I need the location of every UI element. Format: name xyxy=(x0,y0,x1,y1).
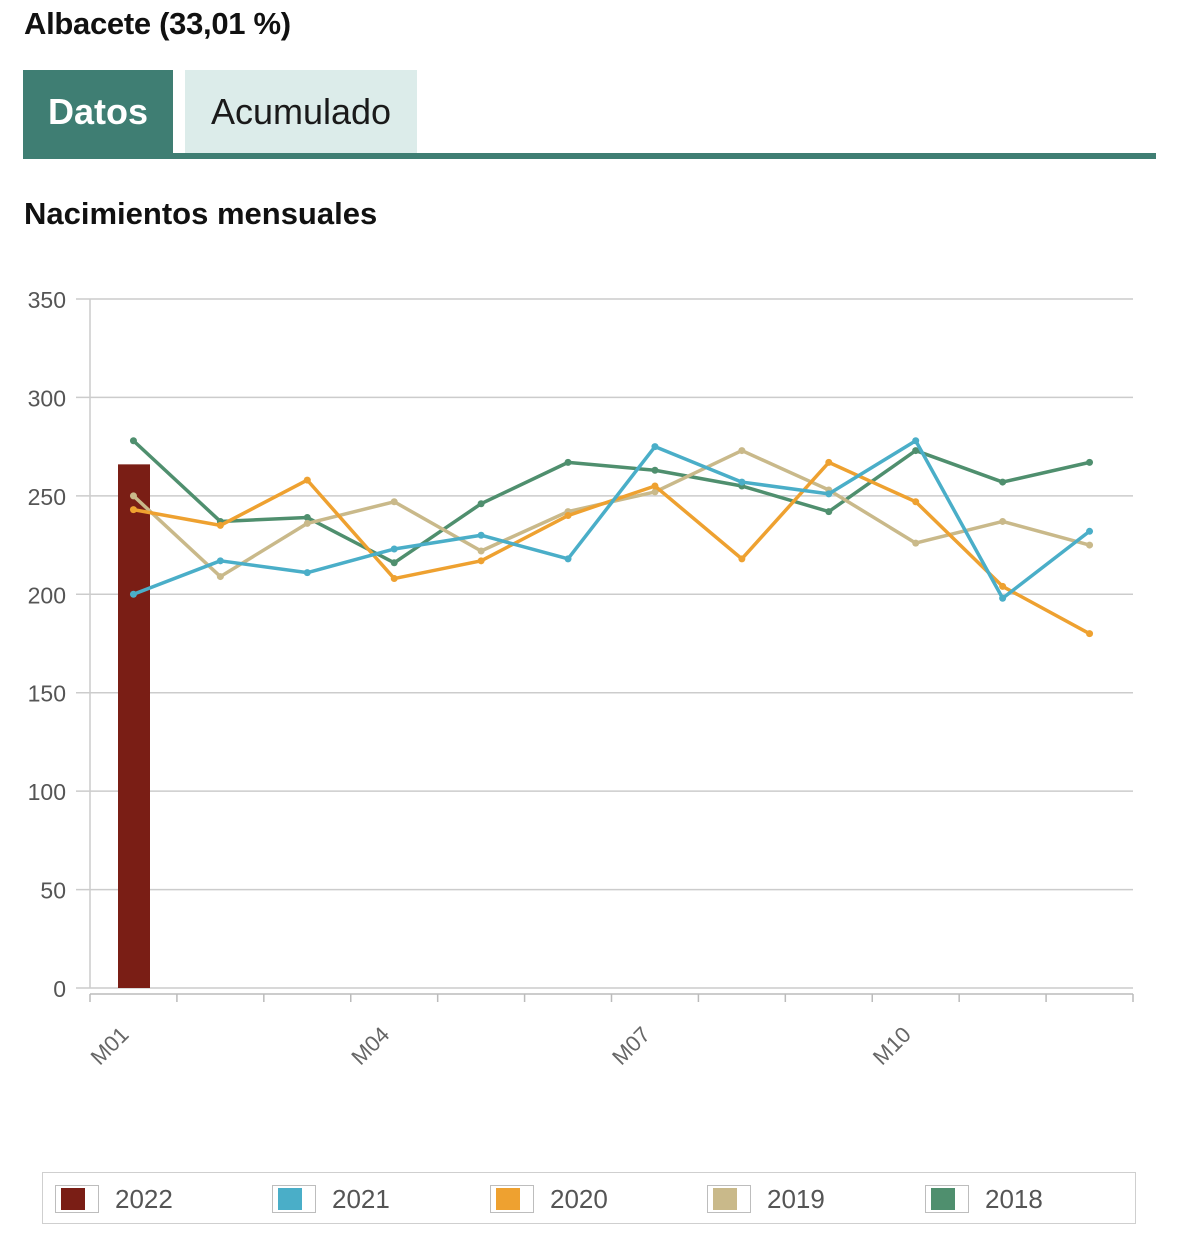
line-2018[interactable] xyxy=(132,439,1090,565)
point-2019-M01[interactable] xyxy=(129,492,137,500)
point-2018-M10[interactable] xyxy=(912,447,920,455)
x-tick-label: M04 xyxy=(346,1022,394,1070)
point-2021-M02[interactable] xyxy=(216,557,224,565)
legend-swatch xyxy=(55,1185,99,1213)
legend-swatch-color xyxy=(496,1188,520,1210)
line-2020[interactable] xyxy=(133,460,1091,636)
page-title: Albacete (33,01 %) xyxy=(24,6,291,41)
y-tick-label: 200 xyxy=(28,582,66,608)
point-2020-M02[interactable] xyxy=(216,521,224,529)
legend-swatch xyxy=(707,1185,751,1213)
point-2020-M06[interactable] xyxy=(564,512,572,520)
point-2020-M04[interactable] xyxy=(390,575,398,583)
y-tick-label: 350 xyxy=(28,287,66,313)
point-2018-M01[interactable] xyxy=(129,437,137,445)
legend: 2022 2021 2020 2019 2018 xyxy=(42,1172,1136,1224)
point-2021-M11[interactable] xyxy=(999,594,1007,602)
point-2019-M08[interactable] xyxy=(738,447,746,455)
bar-series xyxy=(118,464,150,988)
point-2018-M04[interactable] xyxy=(390,559,398,567)
point-2018-M07[interactable] xyxy=(651,466,659,474)
point-2020-M05[interactable] xyxy=(477,557,485,565)
point-2019-M03[interactable] xyxy=(303,519,311,527)
legend-swatch-color xyxy=(931,1188,955,1210)
gridlines xyxy=(76,298,1133,989)
point-2019-M07[interactable] xyxy=(651,488,659,496)
point-2020-M12[interactable] xyxy=(1086,630,1094,638)
point-2020-M09[interactable] xyxy=(825,458,833,466)
x-tick-label: M10 xyxy=(868,1022,916,1070)
legend-label: 2019 xyxy=(767,1183,825,1214)
point-2021-M04[interactable] xyxy=(390,545,398,553)
y-axis-ticks: 0 50 100 150 200 250 300 350 xyxy=(28,287,66,1002)
point-2021-M03[interactable] xyxy=(303,569,311,577)
legend-item-2022[interactable]: 2022 xyxy=(55,1173,173,1225)
y-tick-label: 300 xyxy=(28,385,66,411)
tab-datos[interactable]: Datos xyxy=(23,70,173,154)
point-2019-M12[interactable] xyxy=(1086,541,1094,549)
chart-area: 0 50 100 150 200 250 300 350 M01 M04 M07 M10 xyxy=(28,287,1134,1070)
chart-title: Nacimientos mensuales xyxy=(24,196,378,231)
x-axis: M01 M04 M07 M10 xyxy=(86,993,1134,1070)
legend-item-2019[interactable]: 2019 xyxy=(707,1173,825,1225)
point-2021-M06[interactable] xyxy=(564,555,572,563)
legend-swatch xyxy=(925,1185,969,1213)
line-2021[interactable] xyxy=(132,438,1091,600)
legend-item-2018[interactable]: 2018 xyxy=(925,1173,1043,1225)
legend-swatch-color xyxy=(61,1188,85,1210)
legend-swatch-color xyxy=(278,1188,302,1210)
y-tick-label: 150 xyxy=(28,681,66,707)
point-2018-M06[interactable] xyxy=(564,458,572,466)
legend-swatch xyxy=(272,1185,316,1213)
y-tick-label: 250 xyxy=(28,484,66,510)
point-2020-M01[interactable] xyxy=(129,506,137,514)
legend-swatch xyxy=(490,1185,534,1213)
tab-acumulado[interactable]: Acumulado xyxy=(185,70,417,154)
legend-label: 2021 xyxy=(332,1183,390,1214)
legend-item-2020[interactable]: 2020 xyxy=(490,1173,608,1225)
bar-2022-M01[interactable] xyxy=(118,464,150,988)
point-2018-M03[interactable] xyxy=(303,514,311,522)
point-2019-M10[interactable] xyxy=(912,539,920,547)
point-2019-M04[interactable] xyxy=(390,498,398,506)
point-2021-M08[interactable] xyxy=(738,478,746,486)
point-2021-M10[interactable] xyxy=(912,437,920,445)
point-2021-M01[interactable] xyxy=(129,590,137,598)
point-2018-M12[interactable] xyxy=(1086,458,1094,466)
y-tick-label: 0 xyxy=(53,976,66,1002)
point-2019-M05[interactable] xyxy=(477,547,485,555)
y-tick-label: 100 xyxy=(28,779,66,805)
line-2019[interactable] xyxy=(132,448,1091,579)
point-2021-M12[interactable] xyxy=(1086,527,1094,535)
point-2021-M05[interactable] xyxy=(477,531,485,539)
point-2020-M10[interactable] xyxy=(912,498,920,506)
legend-swatch-color xyxy=(713,1188,737,1210)
legend-label: 2022 xyxy=(115,1183,173,1214)
legend-label: 2018 xyxy=(985,1183,1043,1214)
x-tick-label: M01 xyxy=(86,1022,134,1070)
legend-item-2021[interactable]: 2021 xyxy=(272,1173,390,1225)
point-2020-M11[interactable] xyxy=(999,582,1007,590)
legend-label: 2020 xyxy=(550,1183,608,1214)
x-tick-label: M07 xyxy=(607,1022,655,1070)
point-2020-M08[interactable] xyxy=(738,555,746,563)
point-2021-M09[interactable] xyxy=(825,490,833,498)
point-2021-M07[interactable] xyxy=(651,443,659,451)
tab-underline xyxy=(23,153,1156,159)
point-2020-M07[interactable] xyxy=(651,482,659,490)
point-2018-M09[interactable] xyxy=(825,508,833,516)
point-2020-M03[interactable] xyxy=(303,476,311,484)
point-2019-M02[interactable] xyxy=(216,573,224,581)
point-2018-M11[interactable] xyxy=(999,478,1007,486)
point-2018-M05[interactable] xyxy=(477,500,485,508)
line-series xyxy=(129,437,1094,638)
y-tick-label: 50 xyxy=(40,878,66,904)
point-2019-M11[interactable] xyxy=(999,517,1007,525)
